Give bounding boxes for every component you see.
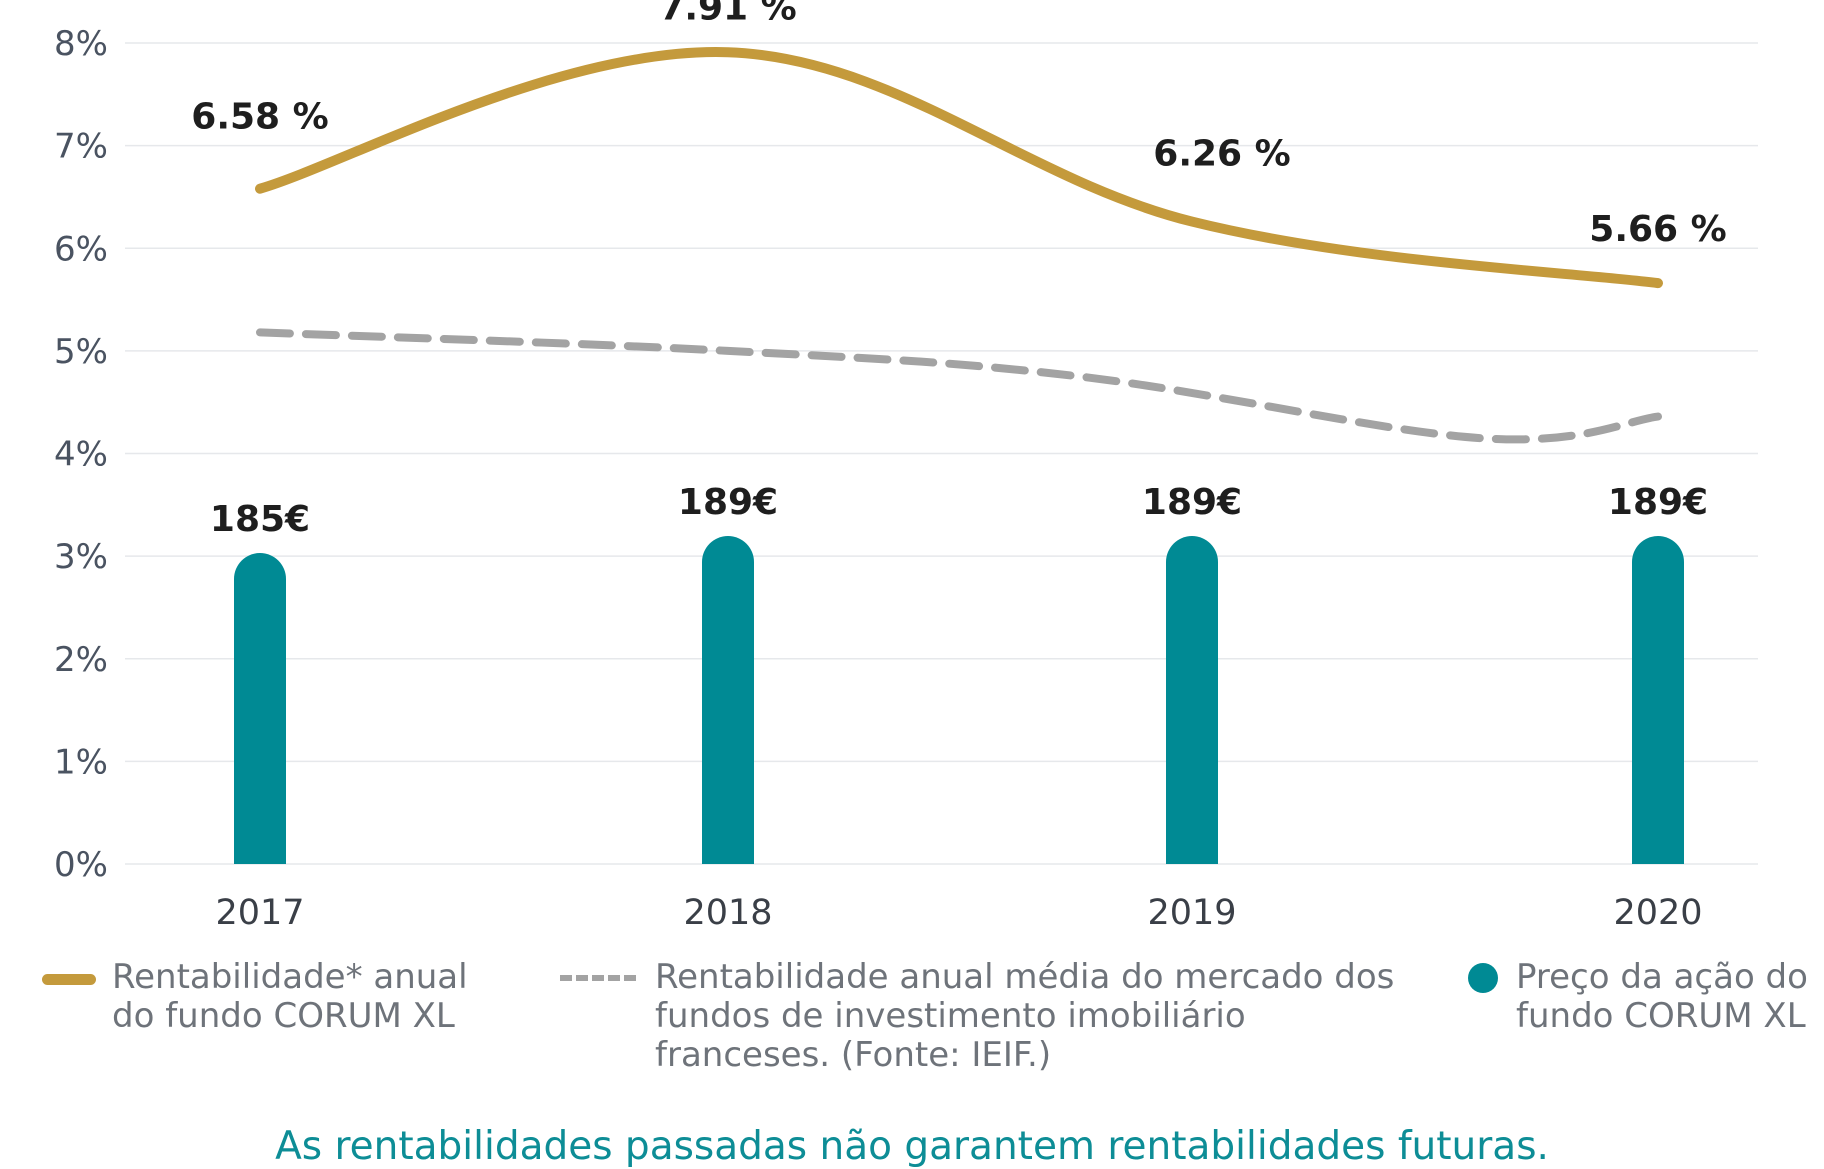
x-tick-label: 2019 — [1147, 893, 1236, 933]
price-bar — [234, 553, 286, 864]
price-bar-label: 189€ — [678, 482, 778, 523]
return-lines — [255, 47, 1663, 444]
legend-label-share-price: Preço da ação do fundo CORUM XL — [1516, 957, 1808, 1036]
corum-return-label: 6.58 % — [191, 97, 328, 138]
corum-return-line — [255, 47, 1663, 289]
y-tick-label: 5% — [54, 332, 108, 372]
x-tick-label: 2018 — [683, 893, 772, 933]
x-tick-label: 2017 — [215, 893, 304, 933]
price-bar-label: 189€ — [1142, 482, 1242, 523]
legend-item-corum-return: Rentabilidade* anual do fundo CORUM XL — [42, 958, 468, 1036]
y-tick-label: 7% — [54, 127, 108, 167]
x-axis-ticks: 2017 2018 2019 2020 — [215, 893, 1702, 933]
price-bar-label: 185€ — [210, 499, 310, 540]
y-tick-label: 2% — [54, 640, 108, 680]
y-tick-label: 4% — [54, 435, 108, 475]
price-bar — [1166, 536, 1218, 864]
price-bar — [702, 536, 754, 864]
legend-dot-swatch — [1468, 963, 1498, 993]
legend-item-market-average: Rentabilidade anual média do mercado dos… — [560, 958, 1394, 1075]
y-tick-label: 0% — [54, 845, 108, 885]
past-performance-disclaimer: As rentabilidades passadas não garantem … — [275, 1124, 1549, 1169]
x-tick-label: 2020 — [1613, 893, 1702, 933]
y-tick-label: 6% — [54, 229, 108, 269]
price-bar-labels: 185€ 189€ 189€ 189€ — [210, 482, 1708, 540]
legend-label-market-average: Rentabilidade anual média do mercado dos… — [655, 957, 1395, 1075]
price-bars — [234, 536, 1684, 864]
y-tick-label: 3% — [54, 537, 108, 577]
price-bar-label: 189€ — [1608, 482, 1708, 523]
market-average-line — [256, 328, 1662, 444]
y-axis-ticks: 0% 1% 2% 3% 4% 5% 6% 7% 8% — [54, 24, 108, 885]
return-line-labels: 6.58 % 7.91 % 6.26 % 5.66 % — [191, 0, 1726, 250]
corum-return-label: 6.26 % — [1153, 134, 1290, 175]
corum-return-label: 7.91 % — [659, 0, 796, 28]
legend-dashed-swatch — [560, 975, 636, 981]
corum-return-label: 5.66 % — [1589, 209, 1726, 250]
legend-label-corum-return: Rentabilidade* anual do fundo CORUM XL — [112, 957, 468, 1036]
y-tick-label: 1% — [54, 742, 108, 782]
grid-lines — [125, 42, 1758, 865]
legend-item-share-price: Preço da ação do fundo CORUM XL — [1468, 958, 1808, 1036]
legend-line-swatch — [42, 974, 96, 985]
y-tick-label: 8% — [54, 24, 108, 64]
price-bar — [1632, 536, 1684, 864]
